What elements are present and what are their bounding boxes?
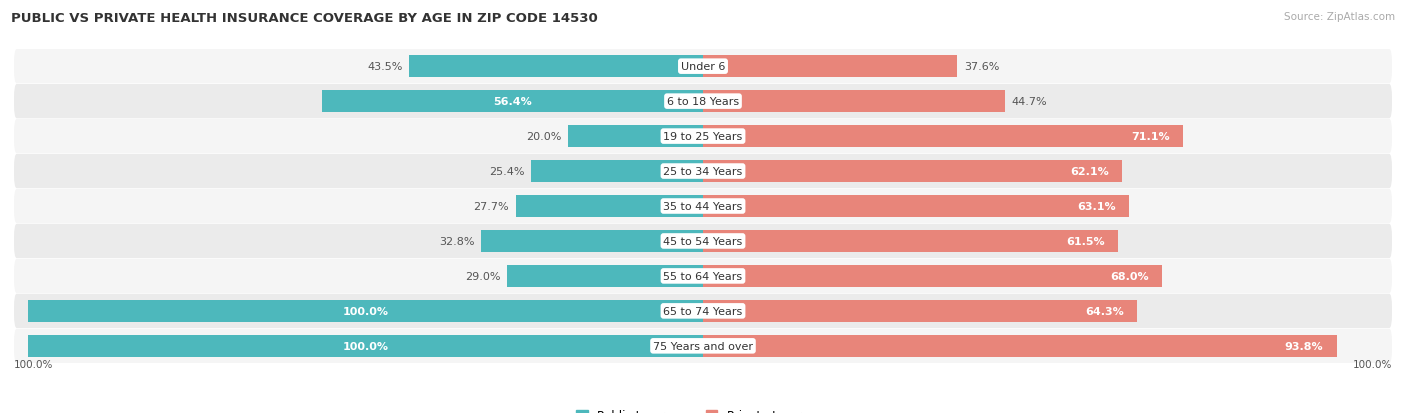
Text: 43.5%: 43.5% bbox=[367, 62, 402, 72]
FancyBboxPatch shape bbox=[14, 259, 1392, 293]
FancyBboxPatch shape bbox=[14, 120, 1392, 154]
Bar bbox=[703, 196, 1129, 217]
Text: 100.0%: 100.0% bbox=[1353, 359, 1392, 369]
Text: 93.8%: 93.8% bbox=[1285, 341, 1323, 351]
Text: 35 to 44 Years: 35 to 44 Years bbox=[664, 202, 742, 211]
Text: 25.4%: 25.4% bbox=[489, 166, 524, 177]
Bar bbox=[481, 230, 703, 252]
Text: 62.1%: 62.1% bbox=[1070, 166, 1109, 177]
Text: 44.7%: 44.7% bbox=[1012, 97, 1047, 107]
FancyBboxPatch shape bbox=[14, 329, 1392, 363]
FancyBboxPatch shape bbox=[14, 224, 1392, 259]
Text: 27.7%: 27.7% bbox=[474, 202, 509, 211]
FancyBboxPatch shape bbox=[14, 294, 1392, 328]
Bar bbox=[516, 196, 703, 217]
FancyBboxPatch shape bbox=[14, 85, 1392, 119]
Text: 100.0%: 100.0% bbox=[14, 359, 53, 369]
Text: 20.0%: 20.0% bbox=[526, 132, 561, 142]
Text: PUBLIC VS PRIVATE HEALTH INSURANCE COVERAGE BY AGE IN ZIP CODE 14530: PUBLIC VS PRIVATE HEALTH INSURANCE COVER… bbox=[11, 12, 598, 25]
Text: 61.5%: 61.5% bbox=[1066, 236, 1105, 247]
Bar bbox=[28, 300, 703, 322]
Bar bbox=[568, 126, 703, 147]
Text: 45 to 54 Years: 45 to 54 Years bbox=[664, 236, 742, 247]
Legend: Public Insurance, Private Insurance: Public Insurance, Private Insurance bbox=[571, 404, 835, 413]
Bar bbox=[531, 161, 703, 183]
Bar bbox=[322, 91, 703, 113]
Bar bbox=[703, 91, 1005, 113]
Bar bbox=[703, 230, 1118, 252]
Text: 56.4%: 56.4% bbox=[494, 97, 531, 107]
Text: 19 to 25 Years: 19 to 25 Years bbox=[664, 132, 742, 142]
Text: 55 to 64 Years: 55 to 64 Years bbox=[664, 271, 742, 281]
Bar bbox=[508, 266, 703, 287]
Bar bbox=[703, 161, 1122, 183]
Text: 100.0%: 100.0% bbox=[342, 341, 388, 351]
Text: 63.1%: 63.1% bbox=[1077, 202, 1116, 211]
Bar bbox=[28, 335, 703, 357]
Text: 65 to 74 Years: 65 to 74 Years bbox=[664, 306, 742, 316]
Text: Under 6: Under 6 bbox=[681, 62, 725, 72]
Bar bbox=[703, 300, 1137, 322]
Text: Source: ZipAtlas.com: Source: ZipAtlas.com bbox=[1284, 12, 1395, 22]
Text: 64.3%: 64.3% bbox=[1085, 306, 1123, 316]
FancyBboxPatch shape bbox=[14, 190, 1392, 223]
Text: 68.0%: 68.0% bbox=[1111, 271, 1149, 281]
Text: 32.8%: 32.8% bbox=[439, 236, 475, 247]
Text: 25 to 34 Years: 25 to 34 Years bbox=[664, 166, 742, 177]
Bar bbox=[409, 56, 703, 78]
Bar bbox=[703, 56, 957, 78]
Text: 37.6%: 37.6% bbox=[963, 62, 1000, 72]
Text: 29.0%: 29.0% bbox=[465, 271, 501, 281]
Bar bbox=[703, 335, 1337, 357]
FancyBboxPatch shape bbox=[14, 50, 1392, 84]
Bar bbox=[703, 126, 1184, 147]
Text: 71.1%: 71.1% bbox=[1130, 132, 1170, 142]
Text: 6 to 18 Years: 6 to 18 Years bbox=[666, 97, 740, 107]
Text: 100.0%: 100.0% bbox=[342, 306, 388, 316]
FancyBboxPatch shape bbox=[14, 154, 1392, 189]
Text: 75 Years and over: 75 Years and over bbox=[652, 341, 754, 351]
Bar bbox=[703, 266, 1163, 287]
